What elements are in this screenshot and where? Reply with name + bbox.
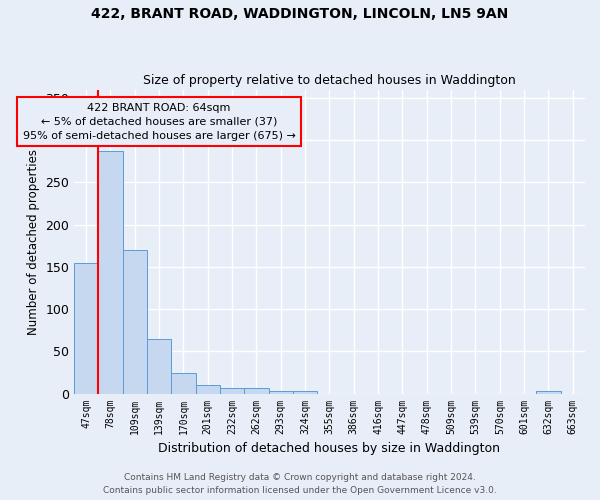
Text: 422 BRANT ROAD: 64sqm
← 5% of detached houses are smaller (37)
95% of semi-detac: 422 BRANT ROAD: 64sqm ← 5% of detached h…: [23, 102, 296, 141]
Bar: [536, 391, 560, 394]
Bar: [147, 338, 171, 394]
Bar: [269, 391, 293, 394]
X-axis label: Distribution of detached houses by size in Waddington: Distribution of detached houses by size …: [158, 442, 500, 455]
Bar: [74, 262, 98, 394]
Title: Size of property relative to detached houses in Waddington: Size of property relative to detached ho…: [143, 74, 516, 87]
Bar: [293, 391, 317, 394]
Bar: [220, 388, 244, 394]
Bar: [244, 388, 269, 394]
Text: 422, BRANT ROAD, WADDINGTON, LINCOLN, LN5 9AN: 422, BRANT ROAD, WADDINGTON, LINCOLN, LN…: [91, 8, 509, 22]
Bar: [98, 151, 122, 394]
Bar: [171, 374, 196, 394]
Bar: [196, 385, 220, 394]
Bar: [122, 250, 147, 394]
Text: Contains HM Land Registry data © Crown copyright and database right 2024.
Contai: Contains HM Land Registry data © Crown c…: [103, 474, 497, 495]
Y-axis label: Number of detached properties: Number of detached properties: [26, 148, 40, 334]
